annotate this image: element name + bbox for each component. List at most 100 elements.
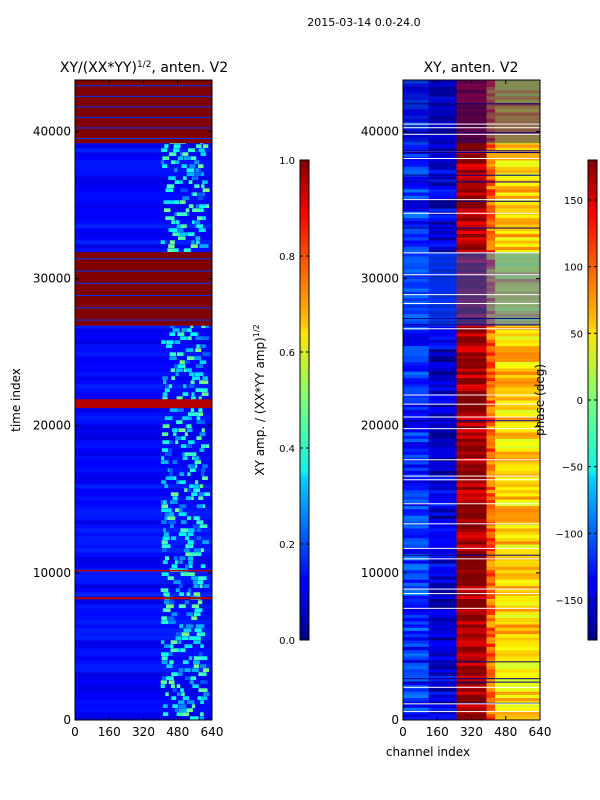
- heatmap-speckle: [195, 168, 199, 172]
- heatmap-cell: [486, 182, 496, 187]
- heatmap-row: [75, 248, 212, 253]
- heatmap-cell: [486, 243, 496, 247]
- heatmap-speckle: [169, 324, 175, 328]
- heatmap-cell: [456, 339, 487, 343]
- heatmap-speckle: [202, 376, 208, 380]
- heatmap-cell: [428, 313, 458, 318]
- heatmap-speckle: [173, 144, 181, 148]
- heatmap-cell: [486, 646, 496, 651]
- heatmap-speckle: [201, 336, 209, 340]
- heatmap-row: [75, 576, 212, 581]
- heatmap-speckle: [188, 412, 194, 416]
- heatmap-row: [75, 348, 212, 353]
- heatmap-cell: [428, 297, 458, 302]
- heatmap-speckle: [178, 704, 187, 708]
- colorbar-tick-label: 50: [570, 329, 583, 340]
- heatmap-cell: [428, 310, 458, 315]
- heatmap-speckle: [181, 364, 186, 368]
- heatmap-cell: [486, 265, 496, 270]
- heatmap-cell: [403, 147, 430, 151]
- heatmap-cell: [486, 652, 496, 657]
- heatmap-row: [75, 552, 212, 557]
- heatmap-speckle: [192, 176, 198, 180]
- heatmap-cell: [495, 700, 540, 705]
- heatmap-cell: [486, 496, 496, 500]
- heatmap-cell: [428, 515, 458, 519]
- heatmap-glitch-line: [403, 420, 540, 422]
- heatmap-cell: [403, 313, 430, 318]
- heatmap-speckle: [185, 368, 192, 372]
- heatmap-cell: [428, 412, 458, 417]
- heatmap-speckle: [178, 584, 183, 588]
- heatmap-speckle: [162, 164, 168, 168]
- heatmap-cell: [486, 563, 496, 567]
- heatmap-cell: [495, 307, 540, 311]
- heatmap-row: [75, 328, 212, 333]
- heatmap-cell: [428, 281, 458, 286]
- heatmap-cell: [428, 534, 458, 539]
- heatmap-cell: [428, 288, 458, 292]
- heatmap-row: [75, 424, 212, 429]
- heatmap-cell: [428, 259, 458, 263]
- heatmap-speckle: [195, 204, 202, 208]
- heatmap-cell: [403, 672, 430, 676]
- heatmap-cell: [495, 284, 540, 289]
- heatmap-row: [75, 668, 212, 673]
- heatmap-row: [75, 168, 212, 173]
- heatmap-speckle: [163, 380, 167, 384]
- heatmap-cell: [456, 137, 487, 142]
- heatmap-cell: [456, 265, 487, 270]
- heatmap-row: [75, 388, 212, 393]
- heatmap-speckle: [203, 584, 210, 588]
- heatmap-cell: [495, 246, 540, 251]
- heatmap-cell: [428, 691, 458, 695]
- heatmap-cell: [486, 294, 496, 299]
- heatmap-cell: [403, 268, 430, 273]
- heatmap-cell: [428, 544, 458, 548]
- heatmap-speckle: [178, 180, 183, 184]
- heatmap-cell: [428, 390, 458, 395]
- heatmap-cell: [428, 339, 458, 343]
- heatmap-speckle: [185, 212, 190, 216]
- heatmap-speckle: [162, 528, 167, 532]
- heatmap-speckle: [162, 392, 168, 396]
- heatmap-cell: [495, 364, 540, 369]
- heatmap-speckle: [191, 396, 196, 400]
- heatmap-row: [75, 164, 212, 169]
- heatmap-cell: [486, 355, 496, 359]
- heatmap-cell: [428, 633, 458, 638]
- heatmap-cell: [403, 582, 430, 587]
- heatmap-speckle: [187, 328, 192, 332]
- heatmap-cell: [428, 579, 458, 583]
- heatmap-glitch-line: [403, 547, 540, 549]
- heatmap-row: [75, 672, 212, 677]
- heatmap-cell: [486, 220, 496, 225]
- heatmap-cell: [428, 713, 458, 718]
- heatmap-cell: [456, 697, 487, 702]
- heatmap-cell: [486, 681, 496, 686]
- heatmap-cell: [495, 492, 540, 497]
- heatmap-row: [75, 588, 212, 593]
- heatmap-cell: [486, 624, 496, 628]
- heatmap-cell: [403, 291, 430, 295]
- heatmap-cell: [403, 572, 430, 577]
- heatmap-glitch-line: [403, 588, 540, 590]
- heatmap-cell: [495, 144, 540, 148]
- heatmap-row: [75, 708, 212, 713]
- heatmap-cell: [428, 233, 458, 238]
- heatmap-cell: [403, 640, 430, 644]
- heatmap-cell: [456, 275, 487, 279]
- heatmap-cell: [495, 595, 540, 599]
- heatmap-speckle: [167, 476, 174, 480]
- heatmap-row: [75, 688, 212, 693]
- heatmap-cell: [428, 563, 458, 567]
- heatmap-speckle: [203, 692, 210, 696]
- heatmap-cell: [495, 428, 540, 433]
- heatmap-cell: [403, 297, 430, 302]
- y-tick-label: 0: [63, 713, 71, 727]
- heatmap-speckle: [184, 676, 192, 680]
- heatmap-row: [75, 364, 212, 369]
- heatmap-cell: [403, 470, 430, 475]
- heatmap-cell: [403, 105, 430, 110]
